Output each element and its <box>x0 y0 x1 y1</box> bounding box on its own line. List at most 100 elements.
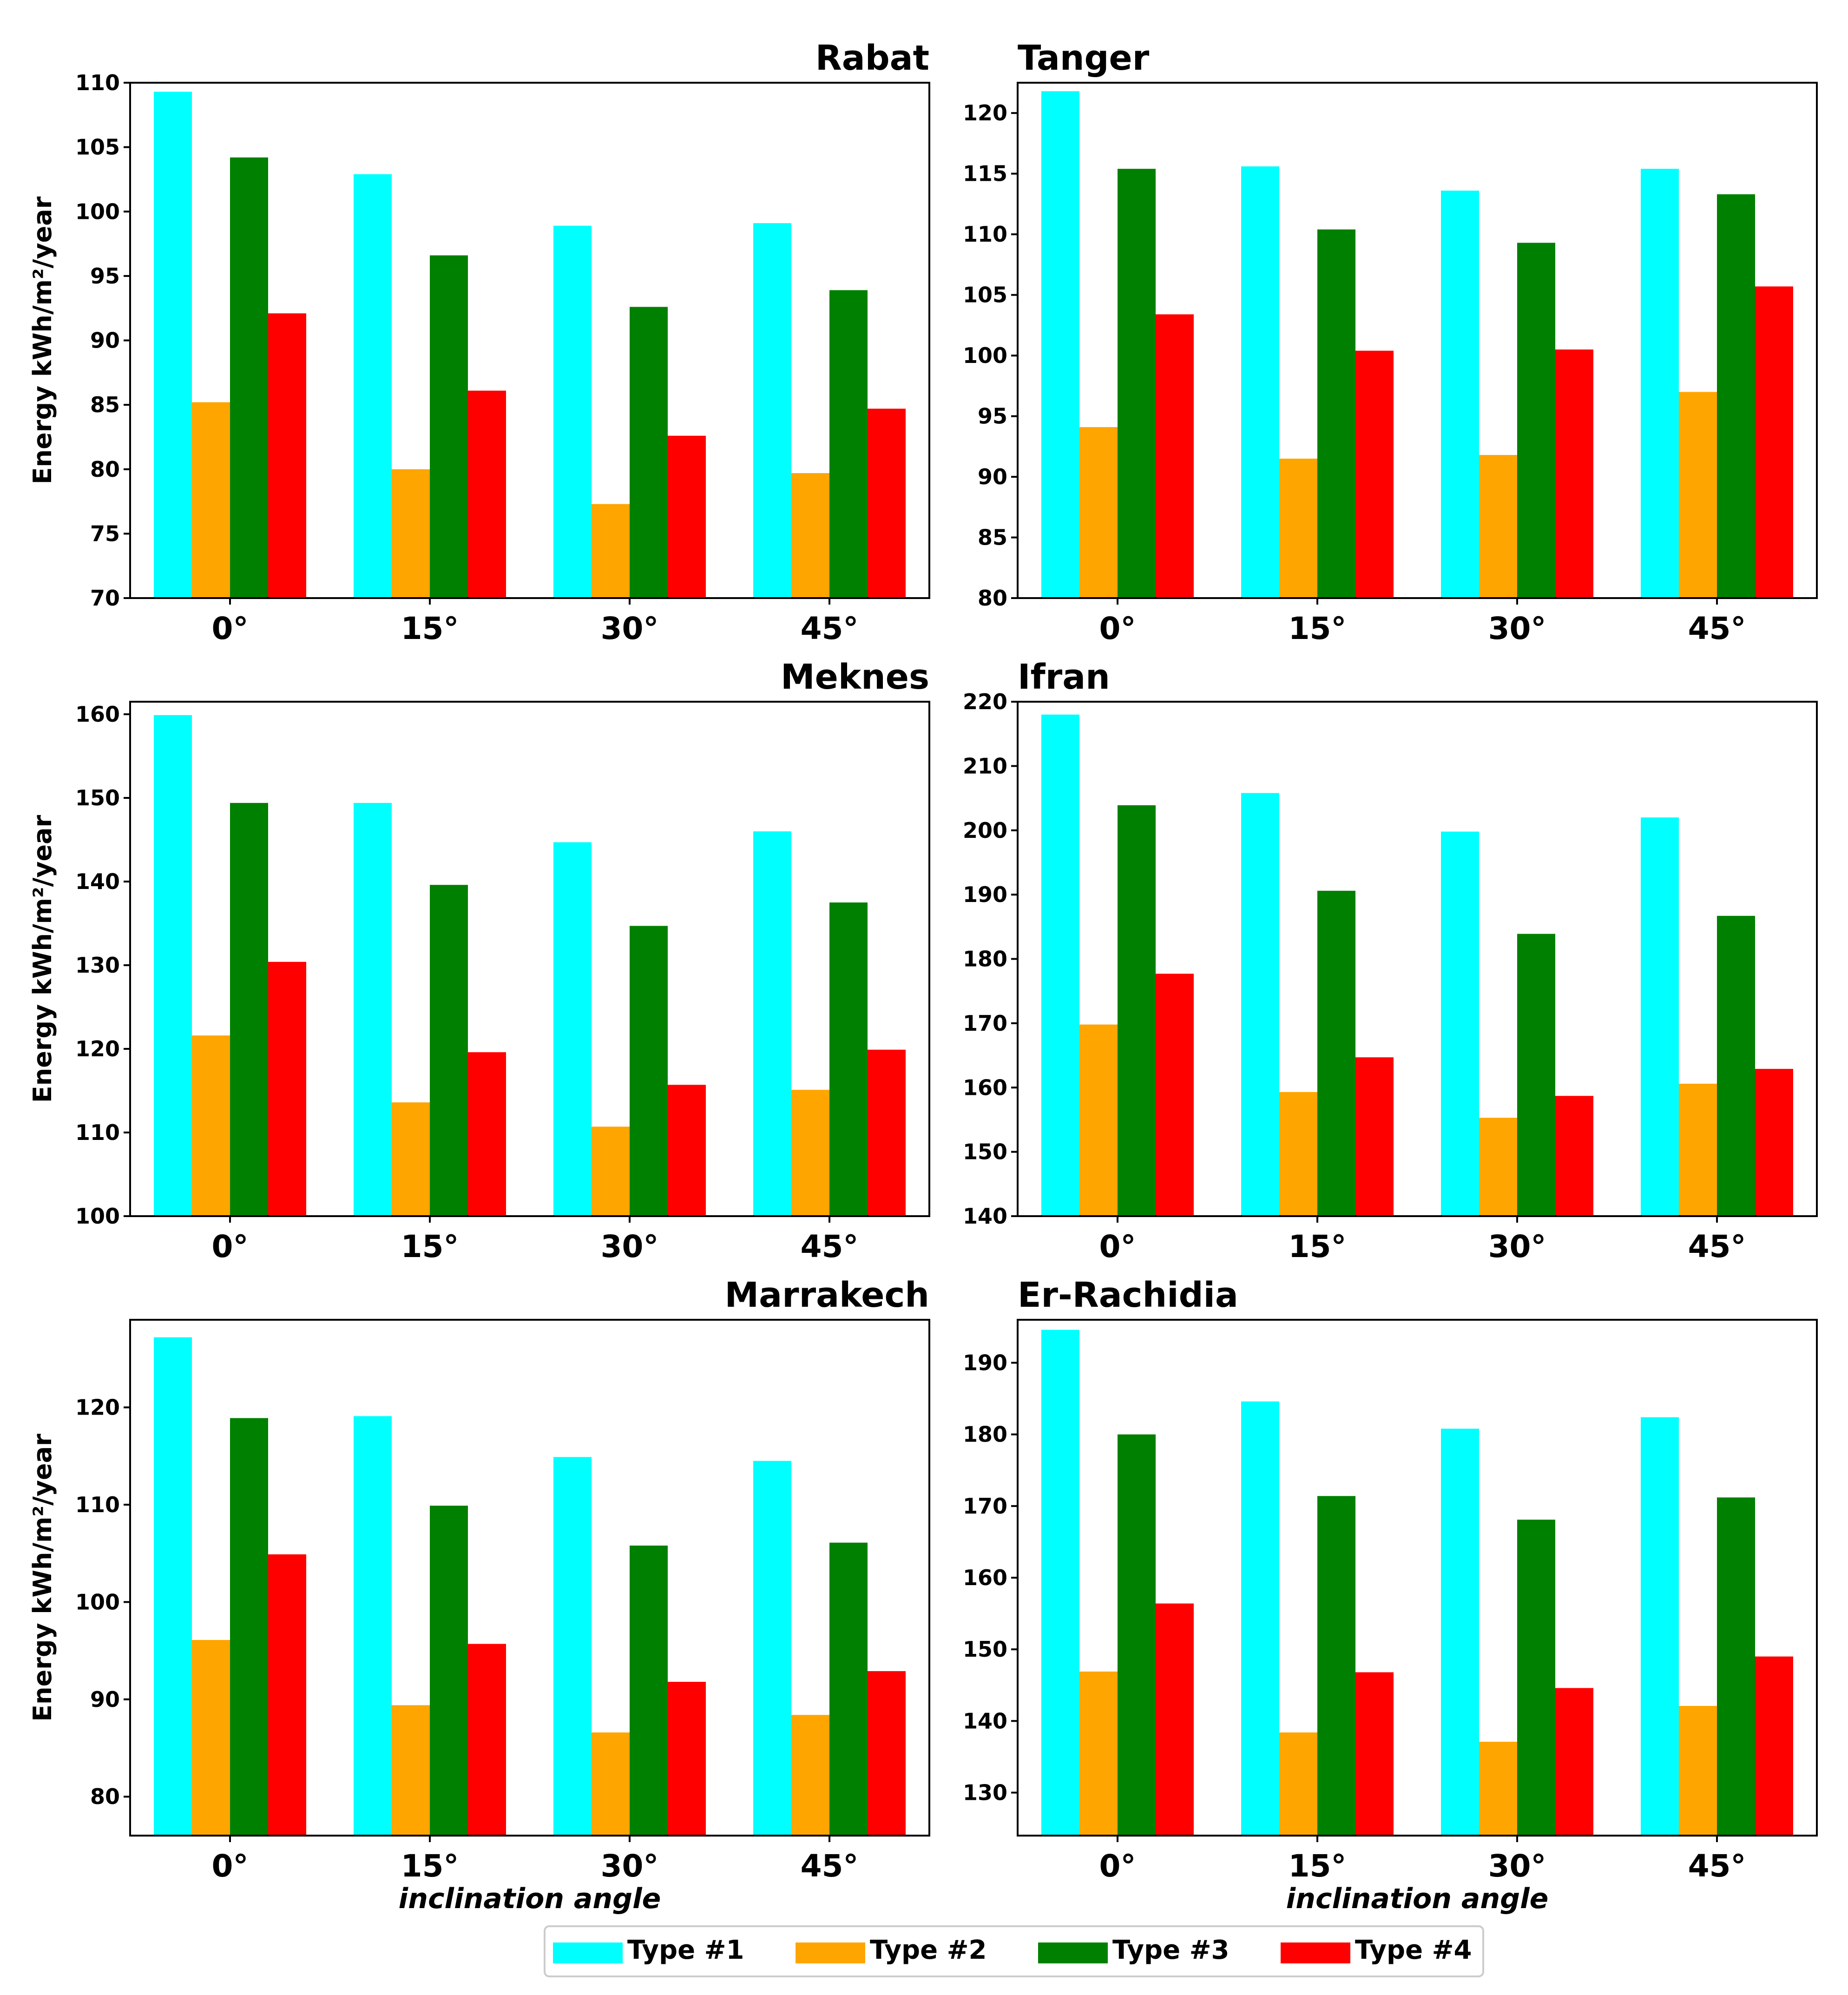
y-tick-label: 160 <box>963 1565 1007 1590</box>
bar-tanger-type-4-3 <box>1755 286 1793 598</box>
bar-marrakech-type-1-0 <box>154 1337 192 1836</box>
bar-er-rachidia-type-2-2 <box>1479 1742 1517 1836</box>
bar-marrakech-type-3-2 <box>630 1545 668 1836</box>
bar-rabat-type-3-1 <box>430 255 468 598</box>
bar-er-rachidia-type-3-1 <box>1317 1496 1355 1836</box>
bar-meknes-type-4-2 <box>668 1085 706 1216</box>
plot-frame <box>129 701 930 1217</box>
bar-meknes-type-1-0 <box>154 715 192 1216</box>
x-tick-label: 45° <box>801 1229 859 1264</box>
x-tick-label: 15° <box>401 611 459 646</box>
y-tick-label: 130 <box>963 1780 1007 1805</box>
y-tick-label: 100 <box>75 1204 120 1229</box>
y-tick-label: 85 <box>978 525 1007 550</box>
panel-title: Ifran <box>1018 657 1110 697</box>
panel-title: Meknes <box>781 657 929 697</box>
panel-title: Tanger <box>1018 38 1150 78</box>
bar-tanger-type-4-2 <box>1555 349 1593 598</box>
bar-rabat-type-2-3 <box>791 473 829 598</box>
y-tick-label: 210 <box>963 753 1007 778</box>
x-tick-label: 30° <box>1488 611 1546 646</box>
x-tick-label: 0° <box>212 1229 249 1264</box>
legend-swatch-type-2 <box>796 1942 865 1963</box>
bar-meknes-type-4-1 <box>468 1052 506 1216</box>
bar-rabat-type-4-3 <box>868 408 906 598</box>
bar-meknes-type-2-0 <box>192 1035 230 1216</box>
legend-label-type-2: Type #2 <box>870 1935 987 1965</box>
x-tick-label: 0° <box>212 1848 249 1884</box>
plot-frame <box>1017 1319 1818 1837</box>
bar-rabat-type-2-0 <box>192 402 230 598</box>
y-axis-label: Energy kWh/m²/year <box>28 196 57 484</box>
x-tick-label: 30° <box>601 1229 659 1264</box>
bar-meknes-type-3-1 <box>430 885 468 1216</box>
y-tick-label: 140 <box>963 1204 1007 1229</box>
bar-er-rachidia-type-1-3 <box>1641 1417 1679 1836</box>
bar-er-rachidia-type-2-0 <box>1079 1671 1118 1836</box>
bar-marrakech-type-2-2 <box>592 1732 630 1836</box>
bar-tanger-type-3-3 <box>1717 194 1755 598</box>
y-tick-label: 170 <box>963 1011 1007 1036</box>
bar-tanger-type-4-0 <box>1156 314 1194 598</box>
y-tick-label: 150 <box>963 1637 1007 1662</box>
bar-er-rachidia-type-1-2 <box>1441 1429 1479 1836</box>
bar-er-rachidia-type-3-2 <box>1517 1520 1555 1836</box>
bar-ifran-type-2-1 <box>1279 1092 1317 1216</box>
bar-marrakech-type-3-3 <box>829 1542 868 1836</box>
bar-tanger-type-3-1 <box>1317 229 1355 598</box>
bar-er-rachidia-type-3-0 <box>1118 1434 1156 1836</box>
bar-rabat-type-3-0 <box>230 157 268 598</box>
y-tick-label: 100 <box>75 1589 120 1614</box>
legend-label-type-3: Type #3 <box>1112 1935 1230 1965</box>
y-tick-label: 95 <box>978 404 1007 429</box>
bar-ifran-type-4-3 <box>1755 1069 1793 1216</box>
y-tick-label: 130 <box>75 953 120 978</box>
x-tick-label: 45° <box>1688 1848 1746 1884</box>
bar-tanger-type-2-3 <box>1679 392 1717 598</box>
bar-marrakech-type-1-3 <box>753 1461 791 1836</box>
bar-ifran-type-3-1 <box>1317 890 1355 1216</box>
y-tick-label: 190 <box>963 882 1007 907</box>
bar-ifran-type-1-0 <box>1041 714 1079 1216</box>
bar-ifran-type-3-0 <box>1118 805 1156 1216</box>
y-tick-label: 120 <box>75 1395 120 1420</box>
bar-meknes-type-4-0 <box>268 961 306 1216</box>
bar-marrakech-type-2-0 <box>192 1640 230 1836</box>
panels: Rabat 0° 15° 30° 45° 70 75 80 85 90 95 100 105 110 Ene… <box>28 38 1818 1915</box>
bar-er-rachidia-type-4-3 <box>1755 1656 1793 1836</box>
bar-er-rachidia-type-1-1 <box>1241 1401 1279 1836</box>
y-tick-label: 140 <box>75 869 120 894</box>
bar-ifran-type-2-2 <box>1479 1118 1517 1216</box>
legend-label-type-1: Type #1 <box>627 1935 744 1965</box>
bar-marrakech-type-1-2 <box>553 1457 592 1836</box>
bar-tanger-type-3-2 <box>1517 243 1555 598</box>
bar-rabat-type-3-2 <box>630 307 668 598</box>
bar-rabat-type-2-1 <box>392 469 430 598</box>
x-tick-label: 30° <box>1488 1229 1546 1264</box>
y-tick-label: 170 <box>963 1494 1007 1519</box>
y-tick-label: 90 <box>90 1687 120 1712</box>
panel-marrakech: Marrakech 0° 15° 30° 45° 80 90 100 110 120 Energy … <box>28 1275 930 1915</box>
bar-rabat-type-1-0 <box>154 92 192 599</box>
x-axis-label: inclination angle <box>399 1883 661 1915</box>
bar-meknes-type-3-0 <box>230 803 268 1216</box>
bar-tanger-type-2-0 <box>1079 427 1118 598</box>
legend-label-type-4: Type #4 <box>1355 1935 1472 1965</box>
bar-ifran-type-1-2 <box>1441 831 1479 1216</box>
panel-tanger: Tanger 0° 15° 30° 45° 80 85 90 95 100 105 110 115 120 <box>963 38 1818 646</box>
bar-marrakech-type-3-1 <box>430 1506 468 1836</box>
y-tick-label: 110 <box>75 70 120 95</box>
y-tick-label: 100 <box>75 199 120 224</box>
x-tick-label: 15° <box>401 1848 459 1884</box>
legend-swatch-type-4 <box>1281 1942 1350 1963</box>
y-tick-label: 70 <box>90 586 120 611</box>
bar-rabat-type-1-2 <box>553 225 592 598</box>
x-tick-label: 45° <box>801 1848 859 1884</box>
bar-rabat-type-2-2 <box>592 504 630 598</box>
legend: Type #1 Type #2 Type #3 Type #4 <box>544 1925 1484 1977</box>
bar-tanger-type-1-3 <box>1641 169 1679 598</box>
y-tick-label: 110 <box>963 222 1007 247</box>
x-tick-label: 0° <box>1099 611 1136 646</box>
x-axis-label: inclination angle <box>1286 1883 1549 1915</box>
